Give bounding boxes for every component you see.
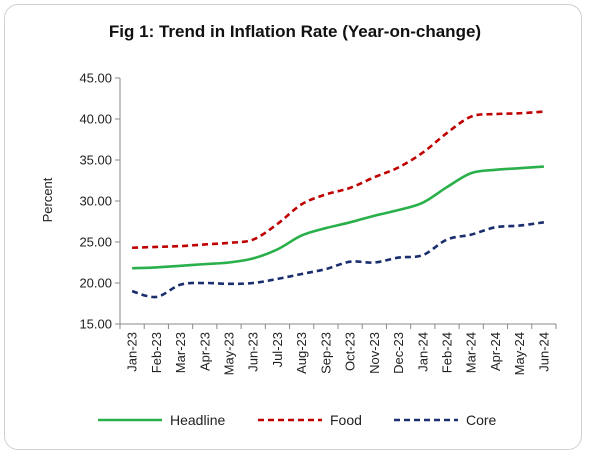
series-line-food: [132, 110, 544, 250]
series-line-core: [131, 221, 545, 299]
y-tick-label: 40.00: [79, 112, 112, 127]
x-tick-label: Apr-23: [197, 332, 212, 371]
chart-title: Fig 1: Trend in Inflation Rate (Year-on-…: [108, 22, 482, 41]
x-tick-label: Jan-24: [415, 332, 430, 372]
x-tick-label: Feb-24: [440, 332, 455, 373]
y-tick-label: 30.00: [79, 194, 112, 209]
x-tick-label: Dec-23: [391, 332, 406, 374]
x-tick-label: Jan-23: [125, 332, 140, 372]
x-tick-label: Aug-23: [294, 332, 309, 374]
x-tick-label: May-24: [512, 332, 527, 375]
legend: Headline Food Core: [98, 412, 497, 428]
y-tick-label: 15.00: [79, 317, 112, 332]
x-tick-label: Oct-23: [343, 332, 358, 371]
x-tick-label: May-23: [222, 332, 237, 375]
series-lines: [131, 110, 545, 299]
legend-label-food: Food: [330, 412, 362, 428]
x-tick-label: Feb-23: [149, 332, 164, 373]
y-tick-label: 35.00: [79, 153, 112, 168]
x-tick-label: Jun-24: [536, 332, 551, 372]
x-tick-label: Nov-23: [367, 332, 382, 374]
x-tick-label: Mar-23: [173, 332, 188, 373]
y-ticks: 15.00 20.00 25.00 30.00 35.00 40.00 45.00: [79, 71, 120, 332]
x-ticks: Jan-23 Feb-23 Mar-23 Apr-23 May-23 Jun-23 Jul-…: [119, 324, 557, 375]
chart-card: [4, 4, 582, 450]
x-tick-label: Sep-23: [318, 332, 333, 374]
x-tick-label: Apr-24: [488, 332, 503, 371]
y-tick-label: 45.00: [79, 71, 112, 86]
legend-label-headline: Headline: [170, 412, 225, 428]
y-tick-label: 25.00: [79, 235, 112, 250]
y-axis-label: Percent: [40, 177, 55, 222]
series-line-headline: [132, 165, 544, 270]
y-tick-label: 20.00: [79, 276, 112, 291]
legend-label-core: Core: [466, 412, 497, 428]
x-tick-label: Jul-23: [270, 332, 285, 367]
x-tick-label: Jun-23: [246, 332, 261, 372]
x-tick-label: Mar-24: [464, 332, 479, 373]
